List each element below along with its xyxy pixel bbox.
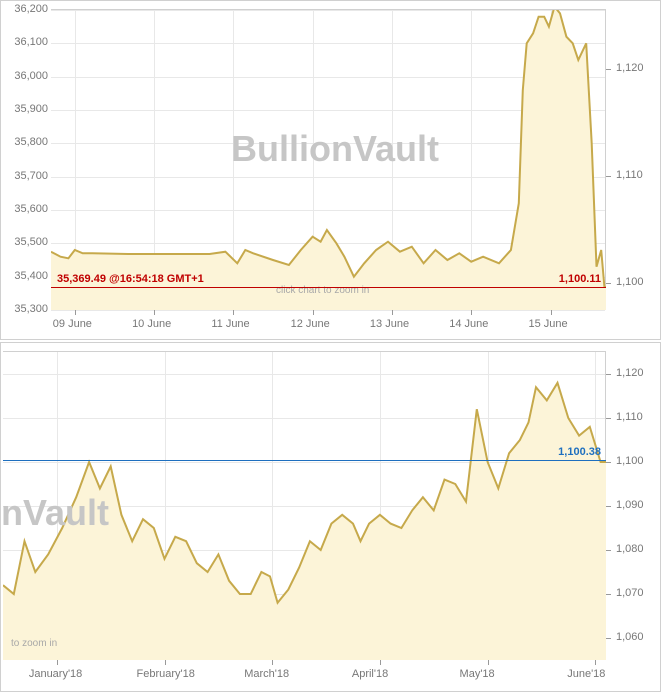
y-axis-right-label: 1,120 — [616, 62, 644, 74]
x-axis-label: May'18 — [460, 668, 495, 680]
y-axis-left-label: 35,600 — [3, 203, 48, 215]
x-axis-label: 09 June — [53, 318, 92, 330]
y-axis-left-label: 36,100 — [3, 36, 48, 48]
y-axis-left-label: 36,200 — [3, 3, 48, 15]
plot-area-top: BullionVault click chart to zoom in 35,3… — [51, 9, 606, 309]
y-axis-left-label: 35,300 — [3, 303, 48, 315]
y-axis-right-label: 1,110 — [616, 411, 643, 423]
right-price-label-bottom: 1,100.38 — [558, 446, 601, 458]
y-axis-left-label: 35,400 — [3, 270, 48, 282]
y-axis-right-label: 1,060 — [616, 631, 644, 643]
right-price-label: 1,100.11 — [559, 273, 601, 285]
y-axis-left-label: 35,700 — [3, 170, 48, 182]
y-axis-right-label: 1,120 — [616, 367, 644, 379]
x-axis-label: 14 June — [449, 318, 488, 330]
x-axis-label: January'18 — [29, 668, 82, 680]
y-axis-left-label: 35,800 — [3, 136, 48, 148]
x-axis-label: April'18 — [352, 668, 388, 680]
y-axis-right-label: 1,100 — [616, 276, 644, 288]
x-axis-label: 12 June — [291, 318, 330, 330]
x-axis-label: February'18 — [137, 668, 195, 680]
y-axis-right-label: 1,100 — [616, 455, 644, 467]
y-axis-left-label: 35,900 — [3, 103, 48, 115]
y-axis-right-label: 1,070 — [616, 587, 644, 599]
x-axis-label: June'18 — [567, 668, 605, 680]
x-axis-label: 13 June — [370, 318, 409, 330]
x-axis-label: 11 June — [211, 318, 249, 330]
plot-area-bottom: nVault to zoom in 1,0601,0701,0801,0901,… — [3, 351, 606, 659]
y-axis-left-label: 36,000 — [3, 70, 48, 82]
y-axis-right-label: 1,090 — [616, 499, 644, 511]
y-axis-left-label: 35,500 — [3, 236, 48, 248]
price-chart-monthly[interactable]: nVault to zoom in 1,0601,0701,0801,0901,… — [0, 342, 661, 692]
chart-series-top — [51, 10, 606, 310]
zoom-hint-bottom: to zoom in — [11, 638, 57, 649]
left-price-label: 35,369.49 @16:54:18 GMT+1 — [57, 273, 204, 285]
price-chart-weekly[interactable]: BullionVault click chart to zoom in 35,3… — [0, 0, 661, 340]
reference-line-top — [51, 287, 606, 288]
y-axis-right-label: 1,110 — [616, 169, 643, 181]
x-axis-label: 15 June — [529, 318, 568, 330]
x-axis-label: March'18 — [244, 668, 289, 680]
reference-line-bottom — [3, 460, 606, 461]
chart-series-bottom — [3, 352, 606, 660]
y-axis-right-label: 1,080 — [616, 543, 644, 555]
x-axis-label: 10 June — [132, 318, 171, 330]
